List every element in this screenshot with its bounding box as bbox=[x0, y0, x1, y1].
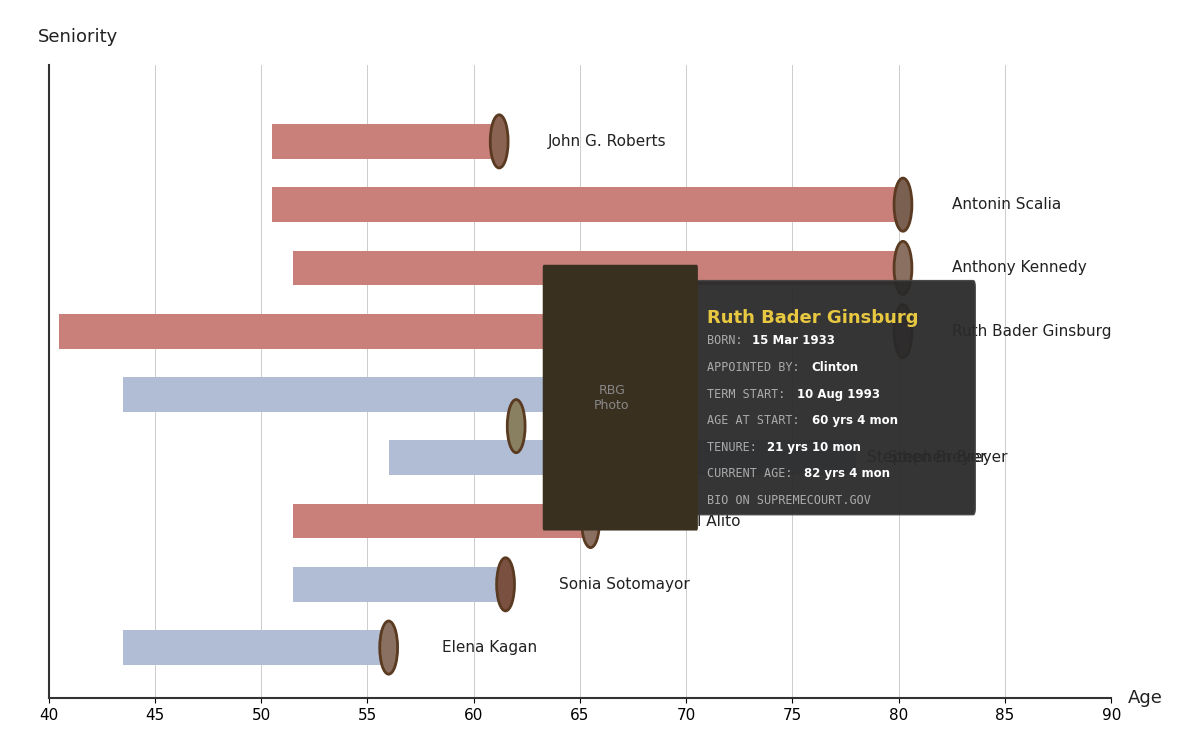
Text: Ruth Bader Ginsburg: Ruth Bader Ginsburg bbox=[708, 309, 919, 327]
Circle shape bbox=[508, 400, 526, 453]
Text: Stephen Breyer: Stephen Breyer bbox=[888, 450, 1008, 465]
Bar bbox=[124, 630, 389, 665]
Circle shape bbox=[491, 114, 508, 168]
Text: Clinton: Clinton bbox=[811, 361, 859, 374]
Text: APPOINTED BY:: APPOINTED BY: bbox=[708, 361, 808, 374]
Bar bbox=[293, 567, 505, 602]
Text: AGE AT START:: AGE AT START: bbox=[708, 414, 808, 427]
Text: Elena Kagan: Elena Kagan bbox=[442, 640, 536, 655]
Bar bbox=[59, 314, 580, 349]
Text: Samuel Alito: Samuel Alito bbox=[643, 514, 740, 529]
Text: 15 Mar 1933: 15 Mar 1933 bbox=[752, 334, 835, 347]
Circle shape bbox=[379, 621, 397, 674]
Text: CURRENT AGE:: CURRENT AGE: bbox=[708, 468, 800, 480]
Circle shape bbox=[894, 178, 912, 231]
Text: Antonin Scalia: Antonin Scalia bbox=[952, 197, 1061, 212]
FancyBboxPatch shape bbox=[542, 265, 698, 531]
Bar bbox=[271, 124, 494, 159]
Circle shape bbox=[582, 495, 600, 547]
Text: BIO ON SUPREMECOURT.GOV: BIO ON SUPREMECOURT.GOV bbox=[708, 494, 871, 507]
Bar bbox=[124, 377, 643, 412]
Text: Age: Age bbox=[1128, 689, 1163, 707]
Text: 60 yrs 4 mon: 60 yrs 4 mon bbox=[811, 414, 898, 427]
Text: TERM START:: TERM START: bbox=[708, 388, 793, 401]
Text: 21 yrs 10 mon: 21 yrs 10 mon bbox=[767, 441, 860, 454]
Text: John G. Roberts: John G. Roberts bbox=[548, 134, 667, 149]
Circle shape bbox=[894, 242, 912, 294]
Text: Seniority: Seniority bbox=[38, 29, 119, 47]
Text: 10 Aug 1993: 10 Aug 1993 bbox=[797, 388, 880, 401]
FancyBboxPatch shape bbox=[546, 281, 976, 515]
Text: RBG
Photo: RBG Photo bbox=[594, 384, 630, 412]
Bar bbox=[389, 441, 857, 475]
Text: Anthony Kennedy: Anthony Kennedy bbox=[952, 261, 1087, 276]
Text: BORN:: BORN: bbox=[708, 334, 750, 347]
Text: Ruth Bader Ginsburg: Ruth Bader Ginsburg bbox=[952, 324, 1111, 339]
Circle shape bbox=[894, 305, 912, 358]
Bar bbox=[271, 187, 899, 222]
Text: 82 yrs 4 mon: 82 yrs 4 mon bbox=[804, 468, 890, 480]
Text: Sonia Sotomayor: Sonia Sotomayor bbox=[559, 577, 690, 592]
Circle shape bbox=[497, 558, 515, 611]
Text: Stephen Breyer: Stephen Breyer bbox=[866, 450, 986, 465]
Bar bbox=[293, 251, 899, 285]
Bar bbox=[293, 504, 590, 538]
Text: TENURE:: TENURE: bbox=[708, 441, 764, 454]
